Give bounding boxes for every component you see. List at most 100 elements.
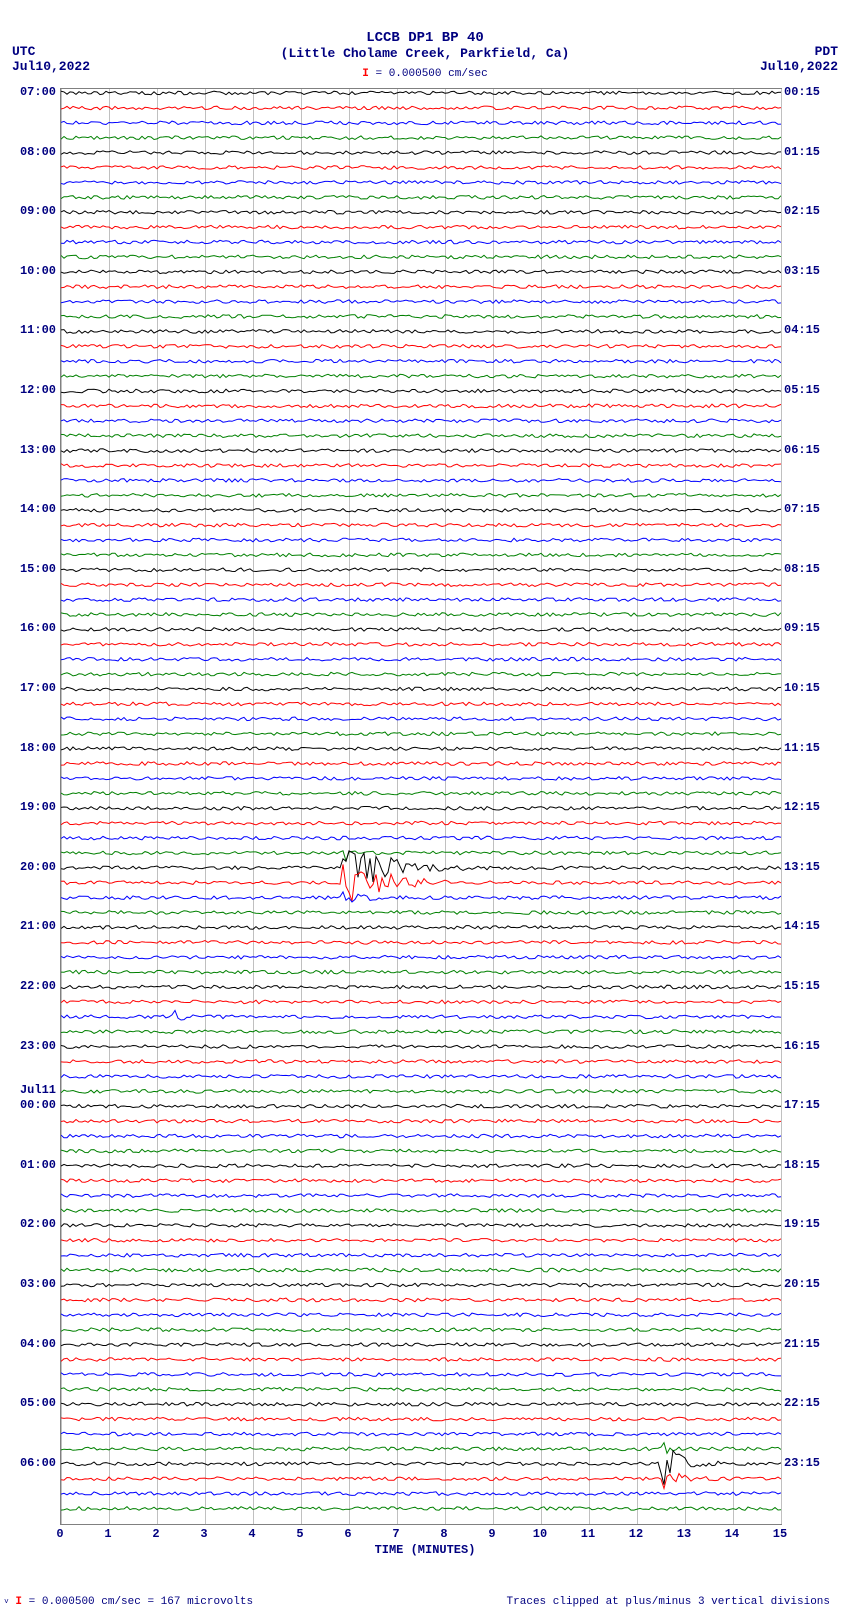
tz-right: PDT Jul10,2022: [760, 44, 838, 74]
trace-row: [61, 270, 781, 274]
trace-row: [61, 1104, 781, 1108]
trace-row: [61, 1268, 781, 1272]
right-time-label: 14:15: [784, 919, 820, 933]
x-tick-label: 7: [381, 1527, 411, 1541]
trace-row: [61, 106, 781, 110]
x-tick-label: 15: [765, 1527, 795, 1541]
gridline: [781, 89, 782, 1524]
tz-right-date: Jul10,2022: [760, 59, 838, 74]
x-tick-label: 9: [477, 1527, 507, 1541]
left-time-label: 16:00: [6, 621, 56, 635]
x-tick-label: 10: [525, 1527, 555, 1541]
x-tick-label: 8: [429, 1527, 459, 1541]
trace-row: [61, 762, 781, 766]
trace-row: [61, 508, 781, 512]
trace-row: [61, 941, 781, 945]
trace-row: [61, 240, 781, 244]
trace-row: [61, 389, 781, 393]
x-tick-label: 0: [45, 1527, 75, 1541]
left-time-label: 12:00: [6, 383, 56, 397]
tz-left: UTC Jul10,2022: [12, 44, 90, 74]
trace-row: [61, 330, 781, 334]
trace-row: [61, 851, 781, 861]
trace-row: [61, 568, 781, 572]
trace-row: [61, 1045, 781, 1049]
left-time-label: 17:00: [6, 681, 56, 695]
left-time-label: 08:00: [6, 145, 56, 159]
x-tick-label: 1: [93, 1527, 123, 1541]
left-time-label: 10:00: [6, 264, 56, 278]
trace-row: [61, 538, 781, 542]
x-tick-label: 11: [573, 1527, 603, 1541]
trace-row: [61, 479, 781, 483]
trace-row: [61, 792, 781, 796]
trace-row: [61, 359, 781, 363]
x-tick-label: 13: [669, 1527, 699, 1541]
left-time-label: 14:00: [6, 502, 56, 516]
left-time-label: 05:00: [6, 1396, 56, 1410]
right-time-label: 20:15: [784, 1277, 820, 1291]
title-line1: LCCB DP1 BP 40: [0, 30, 850, 46]
right-time-label: 16:15: [784, 1039, 820, 1053]
trace-row: [61, 643, 781, 647]
trace-row: [61, 821, 781, 825]
x-tick-label: 14: [717, 1527, 747, 1541]
trace-row: [61, 315, 781, 319]
right-time-label: 10:15: [784, 681, 820, 695]
trace-row: [61, 1000, 781, 1004]
right-time-label: 00:15: [784, 85, 820, 99]
footer-left-text: = 0.000500 cm/sec = 167 microvolts: [29, 1596, 253, 1608]
left-time-label: 01:00: [6, 1158, 56, 1172]
trace-row: [61, 598, 781, 602]
trace-row: [61, 494, 781, 498]
left-time-label: 11:00: [6, 323, 56, 337]
trace-row: [61, 285, 781, 289]
trace-row: [61, 345, 781, 349]
trace-row: [61, 806, 781, 810]
right-time-label: 02:15: [784, 204, 820, 218]
trace-row: [61, 1283, 781, 1287]
left-time-label: 00:00: [6, 1098, 56, 1112]
trace-row: [61, 121, 781, 125]
trace-row: [61, 702, 781, 706]
trace-row: [61, 1358, 781, 1362]
trace-row: [61, 404, 781, 408]
tz-right-tz: PDT: [815, 44, 838, 59]
trace-row: [61, 777, 781, 781]
trace-row: [61, 196, 781, 200]
trace-row: [61, 1075, 781, 1079]
trace-row: [61, 1474, 781, 1489]
trace-row: [61, 836, 781, 840]
right-time-label: 07:15: [784, 502, 820, 516]
left-time-label: 03:00: [6, 1277, 56, 1291]
left-time-label: 02:00: [6, 1217, 56, 1231]
x-axis-title: TIME (MINUTES): [0, 1543, 850, 1557]
right-time-label: 06:15: [784, 443, 820, 457]
x-tick-label: 12: [621, 1527, 651, 1541]
left-time-label: 09:00: [6, 204, 56, 218]
trace-row: [61, 210, 781, 214]
trace-row: [61, 911, 781, 915]
trace-row: [61, 464, 781, 468]
x-tick-label: 5: [285, 1527, 315, 1541]
trace-row: [61, 1149, 781, 1153]
left-time-label: 13:00: [6, 443, 56, 457]
right-time-label: 23:15: [784, 1456, 820, 1470]
trace-row: [61, 583, 781, 587]
trace-row: [61, 732, 781, 736]
trace-row: [61, 300, 781, 304]
trace-row: [61, 717, 781, 721]
trace-row: [61, 255, 781, 259]
trace-row: [61, 1224, 781, 1228]
right-time-label: 17:15: [784, 1098, 820, 1112]
left-time-label: 06:00: [6, 1456, 56, 1470]
trace-row: [61, 166, 781, 170]
trace-row: [61, 1010, 781, 1020]
footer-right: Traces clipped at plus/minus 3 vertical …: [507, 1596, 830, 1608]
right-time-label: 21:15: [784, 1337, 820, 1351]
trace-row: [61, 1134, 781, 1138]
x-tick-label: 6: [333, 1527, 363, 1541]
x-tick-label: 4: [237, 1527, 267, 1541]
trace-row: [61, 687, 781, 691]
trace-row: [61, 1388, 781, 1392]
